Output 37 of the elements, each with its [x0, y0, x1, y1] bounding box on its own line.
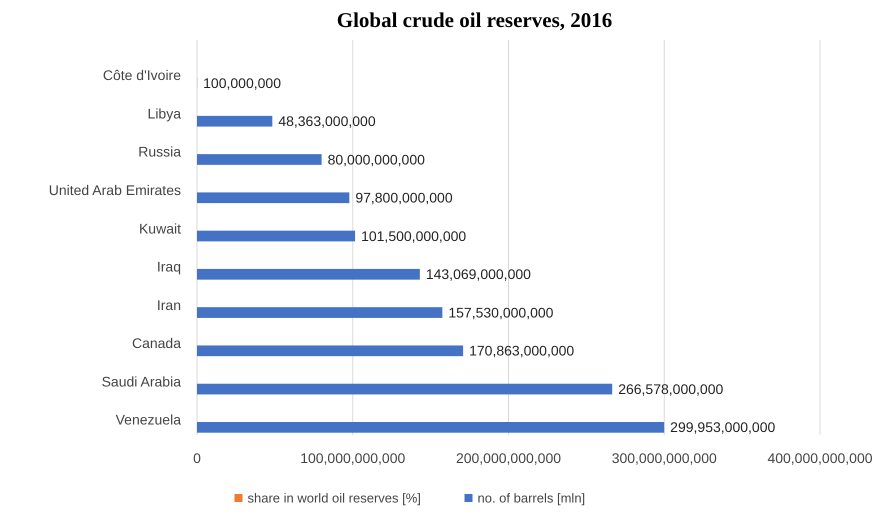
- y-tick-label: Venezuela: [116, 412, 182, 428]
- x-tick-label: 100,000,000,000: [300, 450, 406, 466]
- chart-title: Global crude oil reserves, 2016: [336, 8, 612, 32]
- y-tick-label: United Arab Emirates: [48, 182, 181, 198]
- legend-label: share in world oil reserves [%]: [248, 490, 421, 506]
- y-tick-label: Iraq: [156, 258, 181, 275]
- y-tick-label: Saudi Arabia: [102, 373, 182, 390]
- x-tick-label: 0: [193, 450, 202, 466]
- y-tick-label: Canada: [132, 335, 182, 352]
- bar: [197, 230, 356, 242]
- bar: [197, 116, 272, 127]
- bar: [197, 154, 322, 165]
- data-label: 157,530,000,000: [448, 304, 554, 320]
- data-label: 143,069,000,000: [426, 266, 532, 282]
- data-label: 101,500,000,000: [361, 228, 466, 244]
- y-tick-label: Kuwait: [138, 220, 182, 236]
- data-label: 299,953,000,000: [670, 419, 776, 436]
- data-label: 48,363,000,000: [278, 113, 376, 130]
- legend-label: no. of barrels [mln]: [478, 490, 586, 506]
- data-label: 97,800,000,000: [355, 190, 453, 206]
- y-tick-label: Côte d'Ivoire: [102, 67, 182, 84]
- y-tick-label: Russia: [138, 144, 182, 160]
- data-label: 266,578,000,000: [618, 380, 724, 397]
- bar: [197, 307, 442, 318]
- x-tick-label: 200,000,000,000: [456, 450, 562, 466]
- bar: [197, 345, 464, 356]
- bar: [197, 192, 350, 204]
- data-label: 100,000,000: [203, 74, 282, 91]
- x-tick-label: 300,000,000,000: [612, 450, 718, 466]
- x-tick-label: 400,000,000,000: [767, 450, 873, 466]
- bar: [197, 422, 664, 433]
- y-tick-label: Libya: [148, 105, 182, 122]
- bar: [197, 384, 612, 394]
- bar: [197, 268, 420, 280]
- y-tick-label: Iran: [156, 296, 181, 313]
- data-label: 80,000,000,000: [328, 151, 426, 168]
- data-label: 170,863,000,000: [469, 342, 574, 359]
